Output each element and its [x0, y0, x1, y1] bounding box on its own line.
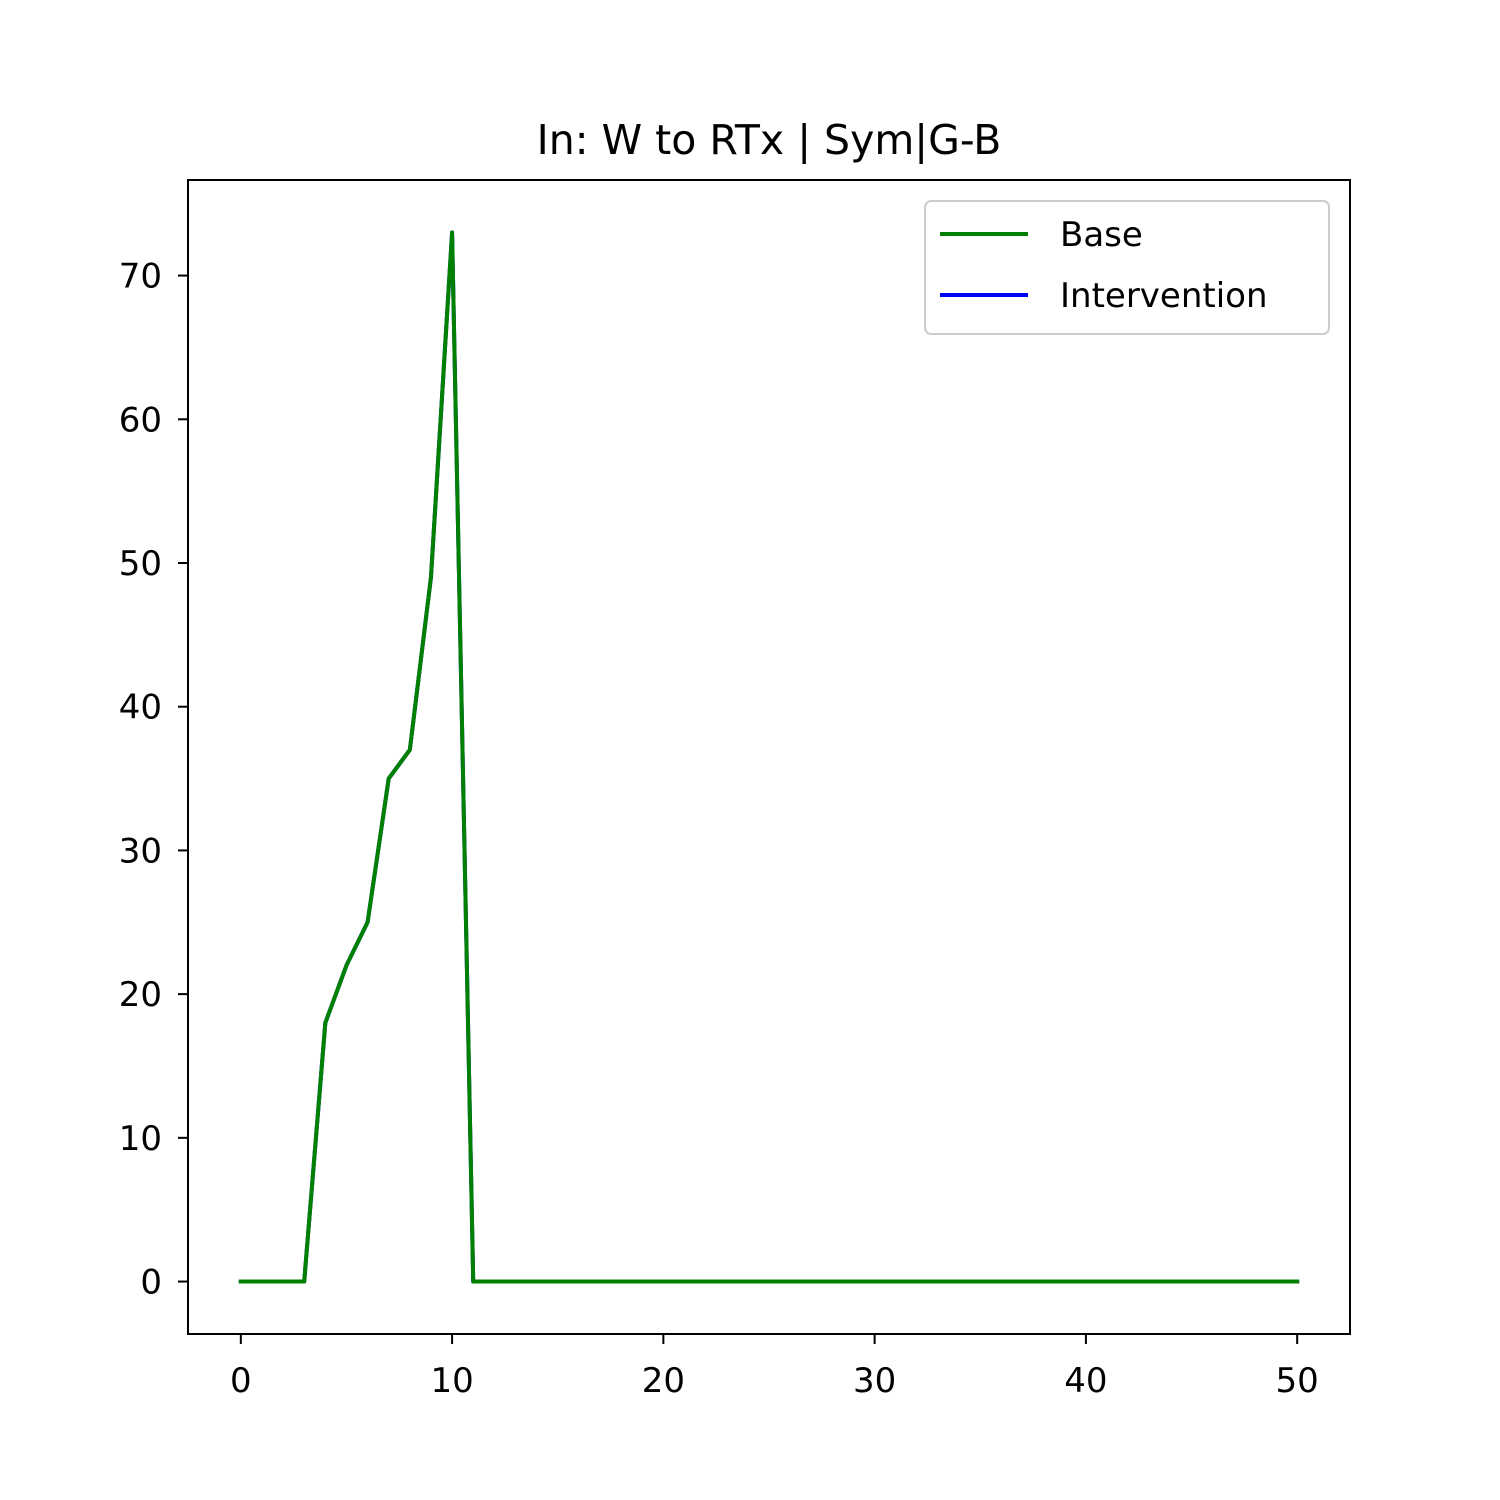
legend: Base Intervention	[924, 200, 1330, 335]
x-tick-label: 30	[853, 1361, 896, 1401]
legend-label-intervention: Intervention	[1060, 276, 1268, 316]
series-layer	[238, 230, 1300, 1284]
chart-title: In: W to RTx | Sym|G-B	[537, 116, 1002, 164]
x-tick-label: 0	[230, 1361, 252, 1401]
legend-label-base: Base	[1060, 215, 1143, 255]
y-tick-label: 70	[119, 257, 162, 297]
series-line-base	[238, 230, 1300, 1284]
y-tick-label: 40	[119, 688, 162, 728]
x-tick-label: 50	[1276, 1361, 1319, 1401]
y-tick-label: 60	[119, 400, 162, 440]
x-tick-label: 20	[642, 1361, 685, 1401]
x-tick-label: 40	[1064, 1361, 1107, 1401]
plot-frame	[187, 179, 1351, 1335]
y-tick-label: 0	[140, 1263, 162, 1303]
y-tick-label: 20	[119, 975, 162, 1015]
y-tick-label: 30	[119, 831, 162, 871]
y-axis: 0 10 20 30 40 50 60 70	[119, 257, 188, 1303]
x-tick-label: 10	[430, 1361, 473, 1401]
y-tick-label: 50	[119, 544, 162, 584]
x-axis: 0 10 20 30 40 50	[230, 1334, 1319, 1401]
y-tick-label: 10	[119, 1119, 162, 1159]
